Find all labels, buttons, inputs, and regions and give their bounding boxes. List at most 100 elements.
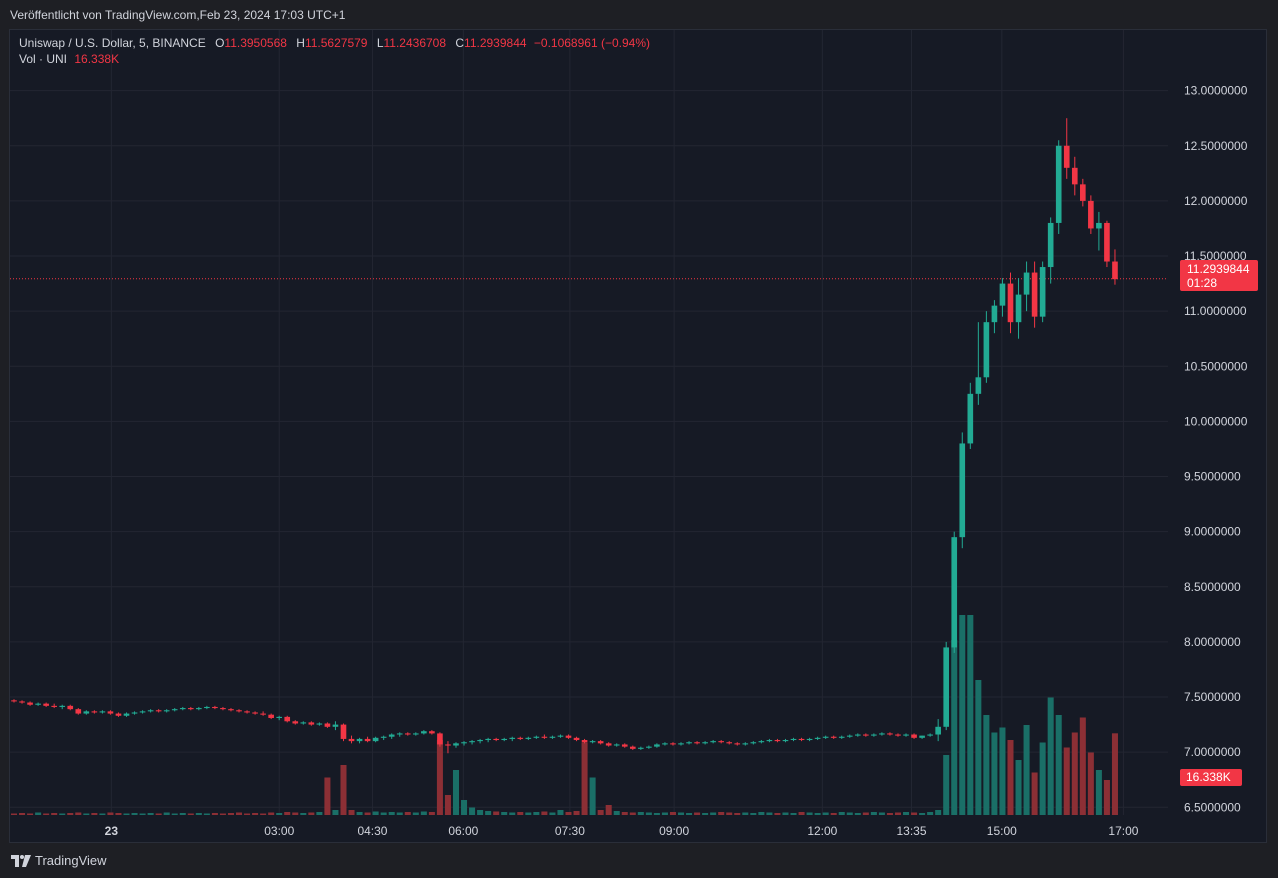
candle-body [147,710,154,712]
volume-bar [485,811,492,815]
volume-bar [975,680,982,815]
volume-bar [83,813,90,815]
candle-body [437,733,443,745]
volume-bar [862,812,869,815]
volume-bar [541,811,548,815]
volume-bar [244,813,251,815]
time-tick-label: 17:00 [1108,824,1138,838]
volume-bar [236,812,243,815]
volume-bar [67,813,74,815]
volume-bar [396,812,403,815]
volume-bar [782,812,789,815]
volume-bar [822,812,829,815]
tradingview-brand[interactable]: TradingView [11,853,107,868]
candle-body [11,700,17,702]
candle-body [533,736,540,738]
candle-body [694,742,700,744]
candle-body [806,738,813,741]
candle-body [1039,267,1046,317]
candle-body [573,737,580,741]
volume-bar [364,812,371,815]
volume-bar [653,813,660,815]
time-tick-label: 15:00 [987,824,1017,838]
volume-bar [340,765,347,815]
time-tick-label: 09:00 [659,824,689,838]
candle-body [396,733,403,735]
price-tick-label: 7.0000000 [1184,745,1241,759]
grid-lines [10,30,1168,815]
volume-bar [734,813,741,815]
candle-body [734,743,741,745]
volume-bar [452,770,460,815]
volume-bar [75,812,82,815]
candle-body [959,443,966,538]
time-tick-label: 12:00 [807,824,837,838]
volume-bar [573,811,580,815]
volume-bar [718,812,725,815]
volume-bar [469,807,476,815]
volume-bar [967,615,974,815]
volume-bar [187,813,194,815]
chart-pane[interactable]: 13.0000000 12.5000000 12.0000000 11.5000000… [9,29,1267,843]
volume-bar [581,742,588,815]
volume-bar [252,813,259,815]
volume-bar [710,812,717,815]
candle-body [1112,261,1118,280]
candle-body [662,743,668,745]
volume-bar [911,812,918,815]
price-tick-label: 12.0000000 [1184,194,1248,208]
candle-body [51,705,57,707]
candle-body [276,716,283,718]
candle-body [1063,145,1070,168]
volume-label[interactable]: Vol · UNI [19,52,68,66]
volume-bar [268,812,275,815]
candle-body [863,734,869,736]
high-key: H [296,36,305,50]
candle-body [1047,222,1054,268]
volume-bar [195,813,202,815]
symbol-label[interactable]: Uniswap / U.S. Dollar, 5, BINANCE [19,36,206,50]
ohlc-legend: Uniswap / U.S. Dollar, 5, BINANCE O11.39… [19,36,650,50]
candle-body [163,710,170,712]
volume-bar [444,795,451,815]
volume-bar [927,812,934,815]
price-tick-label: 8.0000000 [1184,635,1241,649]
candlestick-chart[interactable]: 13.0000000 12.5000000 12.0000000 11.5000000… [10,30,1267,843]
volume-bar [509,812,516,815]
candle-body [911,734,917,738]
candle-body [131,712,138,714]
candle-body [895,734,901,736]
volume-bar [227,813,234,815]
volume-bar [388,812,395,815]
time-tick-label: 06:00 [448,824,478,838]
candle-body [316,723,323,725]
candle-body [509,737,516,739]
candle-body [477,740,483,742]
volume-bar [404,812,411,815]
volume-bars [10,615,1118,815]
candle-body [999,283,1006,306]
volume-bar [854,813,861,815]
volume-bar [260,813,267,815]
time-axis[interactable]: 23 03:00 04:30 06:00 07:30 09:00 12:00 13:35 15:… [105,824,1139,838]
price-axis[interactable]: 13.0000000 12.5000000 12.0000000 11.5000000… [1184,84,1248,815]
volume-bar [35,812,42,815]
candle-body [549,736,556,738]
candle-body [589,741,596,743]
candle-body [903,734,909,736]
candle-body [846,735,853,737]
close-value: 11.2939844 [464,36,527,50]
volume-bar [557,810,564,815]
candle-body [1096,222,1102,229]
candle-body [372,737,379,742]
volume-bar [412,812,419,815]
volume-bar [420,811,427,815]
candle-body [605,743,612,746]
volume-bar [669,812,676,815]
candle-body [412,733,419,735]
candle-body [1023,272,1030,295]
close-key: C [455,36,465,50]
candle-body [830,736,837,738]
volume-bar [525,812,532,815]
price-tick-label: 10.0000000 [1184,414,1248,428]
